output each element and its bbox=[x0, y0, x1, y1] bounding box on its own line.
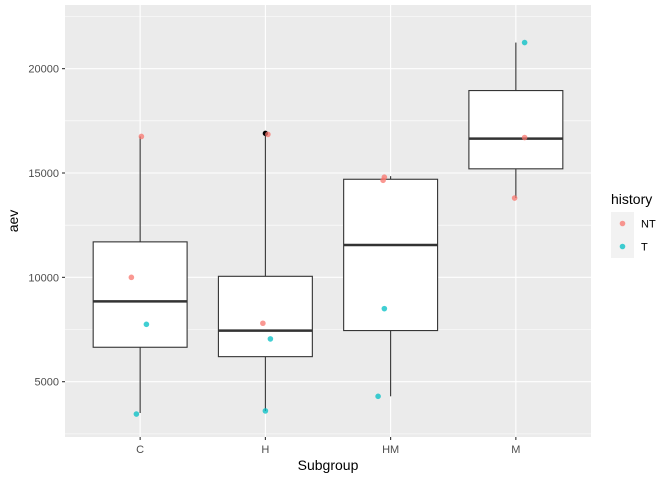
y-axis: 5000 10000 15000 20000 bbox=[28, 64, 65, 389]
x-tick-label: HM bbox=[382, 444, 399, 456]
box-body bbox=[92, 241, 188, 348]
box-h bbox=[217, 133, 313, 411]
y-tick-label: 5000 bbox=[35, 377, 59, 389]
legend-item-nt: NT bbox=[611, 212, 656, 235]
box-c bbox=[92, 136, 188, 413]
legend-label: NT bbox=[641, 219, 656, 231]
legend: history NT T bbox=[611, 191, 656, 258]
boxes bbox=[92, 42, 564, 413]
data-point-nt bbox=[381, 174, 388, 180]
data-point-nt bbox=[511, 195, 518, 201]
data-point-nt bbox=[260, 320, 266, 327]
y-tick-label: 20000 bbox=[28, 64, 59, 76]
legend-title: history bbox=[611, 191, 652, 207]
x-axis-title: Subgroup bbox=[298, 457, 359, 473]
legend-item-t: T bbox=[611, 235, 648, 258]
data-point-t bbox=[133, 411, 140, 417]
x-tick-label: C bbox=[136, 444, 144, 456]
data-point-t bbox=[267, 336, 274, 342]
data-point-t bbox=[381, 305, 388, 312]
data-point-t bbox=[375, 393, 381, 400]
legend-swatch bbox=[619, 243, 626, 250]
x-tick-label: H bbox=[261, 444, 269, 456]
data-point-nt bbox=[521, 134, 528, 141]
x-tick-label: M bbox=[511, 444, 520, 456]
data-point-t bbox=[521, 39, 528, 46]
box-body bbox=[217, 275, 313, 358]
plot-panel bbox=[65, 5, 591, 437]
y-tick-label: 15000 bbox=[28, 168, 59, 180]
data-point-t bbox=[262, 408, 269, 414]
legend-label: T bbox=[641, 242, 648, 254]
data-points bbox=[128, 39, 528, 417]
data-point-nt bbox=[138, 133, 145, 140]
box-m bbox=[468, 42, 564, 199]
data-point-nt bbox=[265, 131, 271, 138]
box-body bbox=[343, 178, 439, 332]
box-body bbox=[468, 90, 564, 170]
box-hm bbox=[343, 176, 439, 397]
y-axis-title: aev bbox=[5, 210, 21, 233]
y-tick-label: 10000 bbox=[28, 272, 59, 284]
data-point-t bbox=[143, 321, 150, 328]
legend-swatch bbox=[619, 220, 626, 227]
data-point-nt bbox=[128, 274, 135, 281]
x-axis: C H HM M bbox=[136, 437, 520, 456]
